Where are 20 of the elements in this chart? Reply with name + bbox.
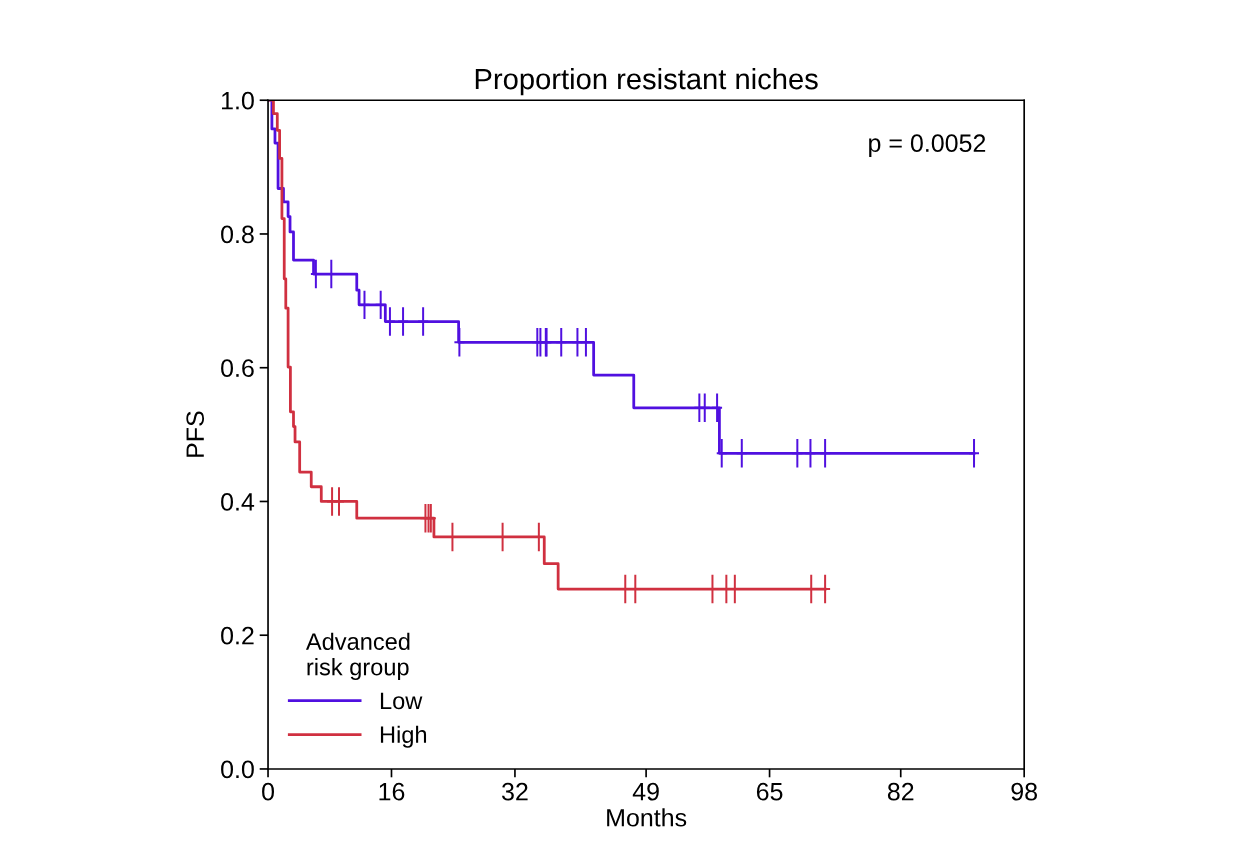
x-tick-label: 32 <box>501 782 528 801</box>
x-tick-label: 49 <box>632 782 659 801</box>
x-tick-label: 0 <box>262 782 275 801</box>
chart-title: Proportion resistant niches <box>475 67 818 96</box>
y-tick-label: 0.2 <box>221 626 254 645</box>
x-tick-label: 16 <box>379 782 405 801</box>
y-tick-label: 1.0 <box>222 91 254 110</box>
y-axis-title: PFS <box>186 411 205 457</box>
y-tick-label: 0.6 <box>221 359 254 378</box>
y-tick-label: 0.8 <box>221 225 254 244</box>
x-axis-title: Months <box>607 808 687 827</box>
legend-title: Advanced risk group <box>305 632 410 681</box>
y-tick-label: 0.0 <box>221 760 254 779</box>
x-tick-label: 98 <box>1011 782 1037 801</box>
annotation: p = 0.0052 <box>869 134 986 157</box>
y-tick-label: 0.4 <box>221 493 255 511</box>
legend-label: Low <box>380 692 423 710</box>
x-tick-label: 65 <box>756 782 783 801</box>
x-tick-label: 82 <box>887 782 914 801</box>
legend-label: High <box>380 725 427 748</box>
